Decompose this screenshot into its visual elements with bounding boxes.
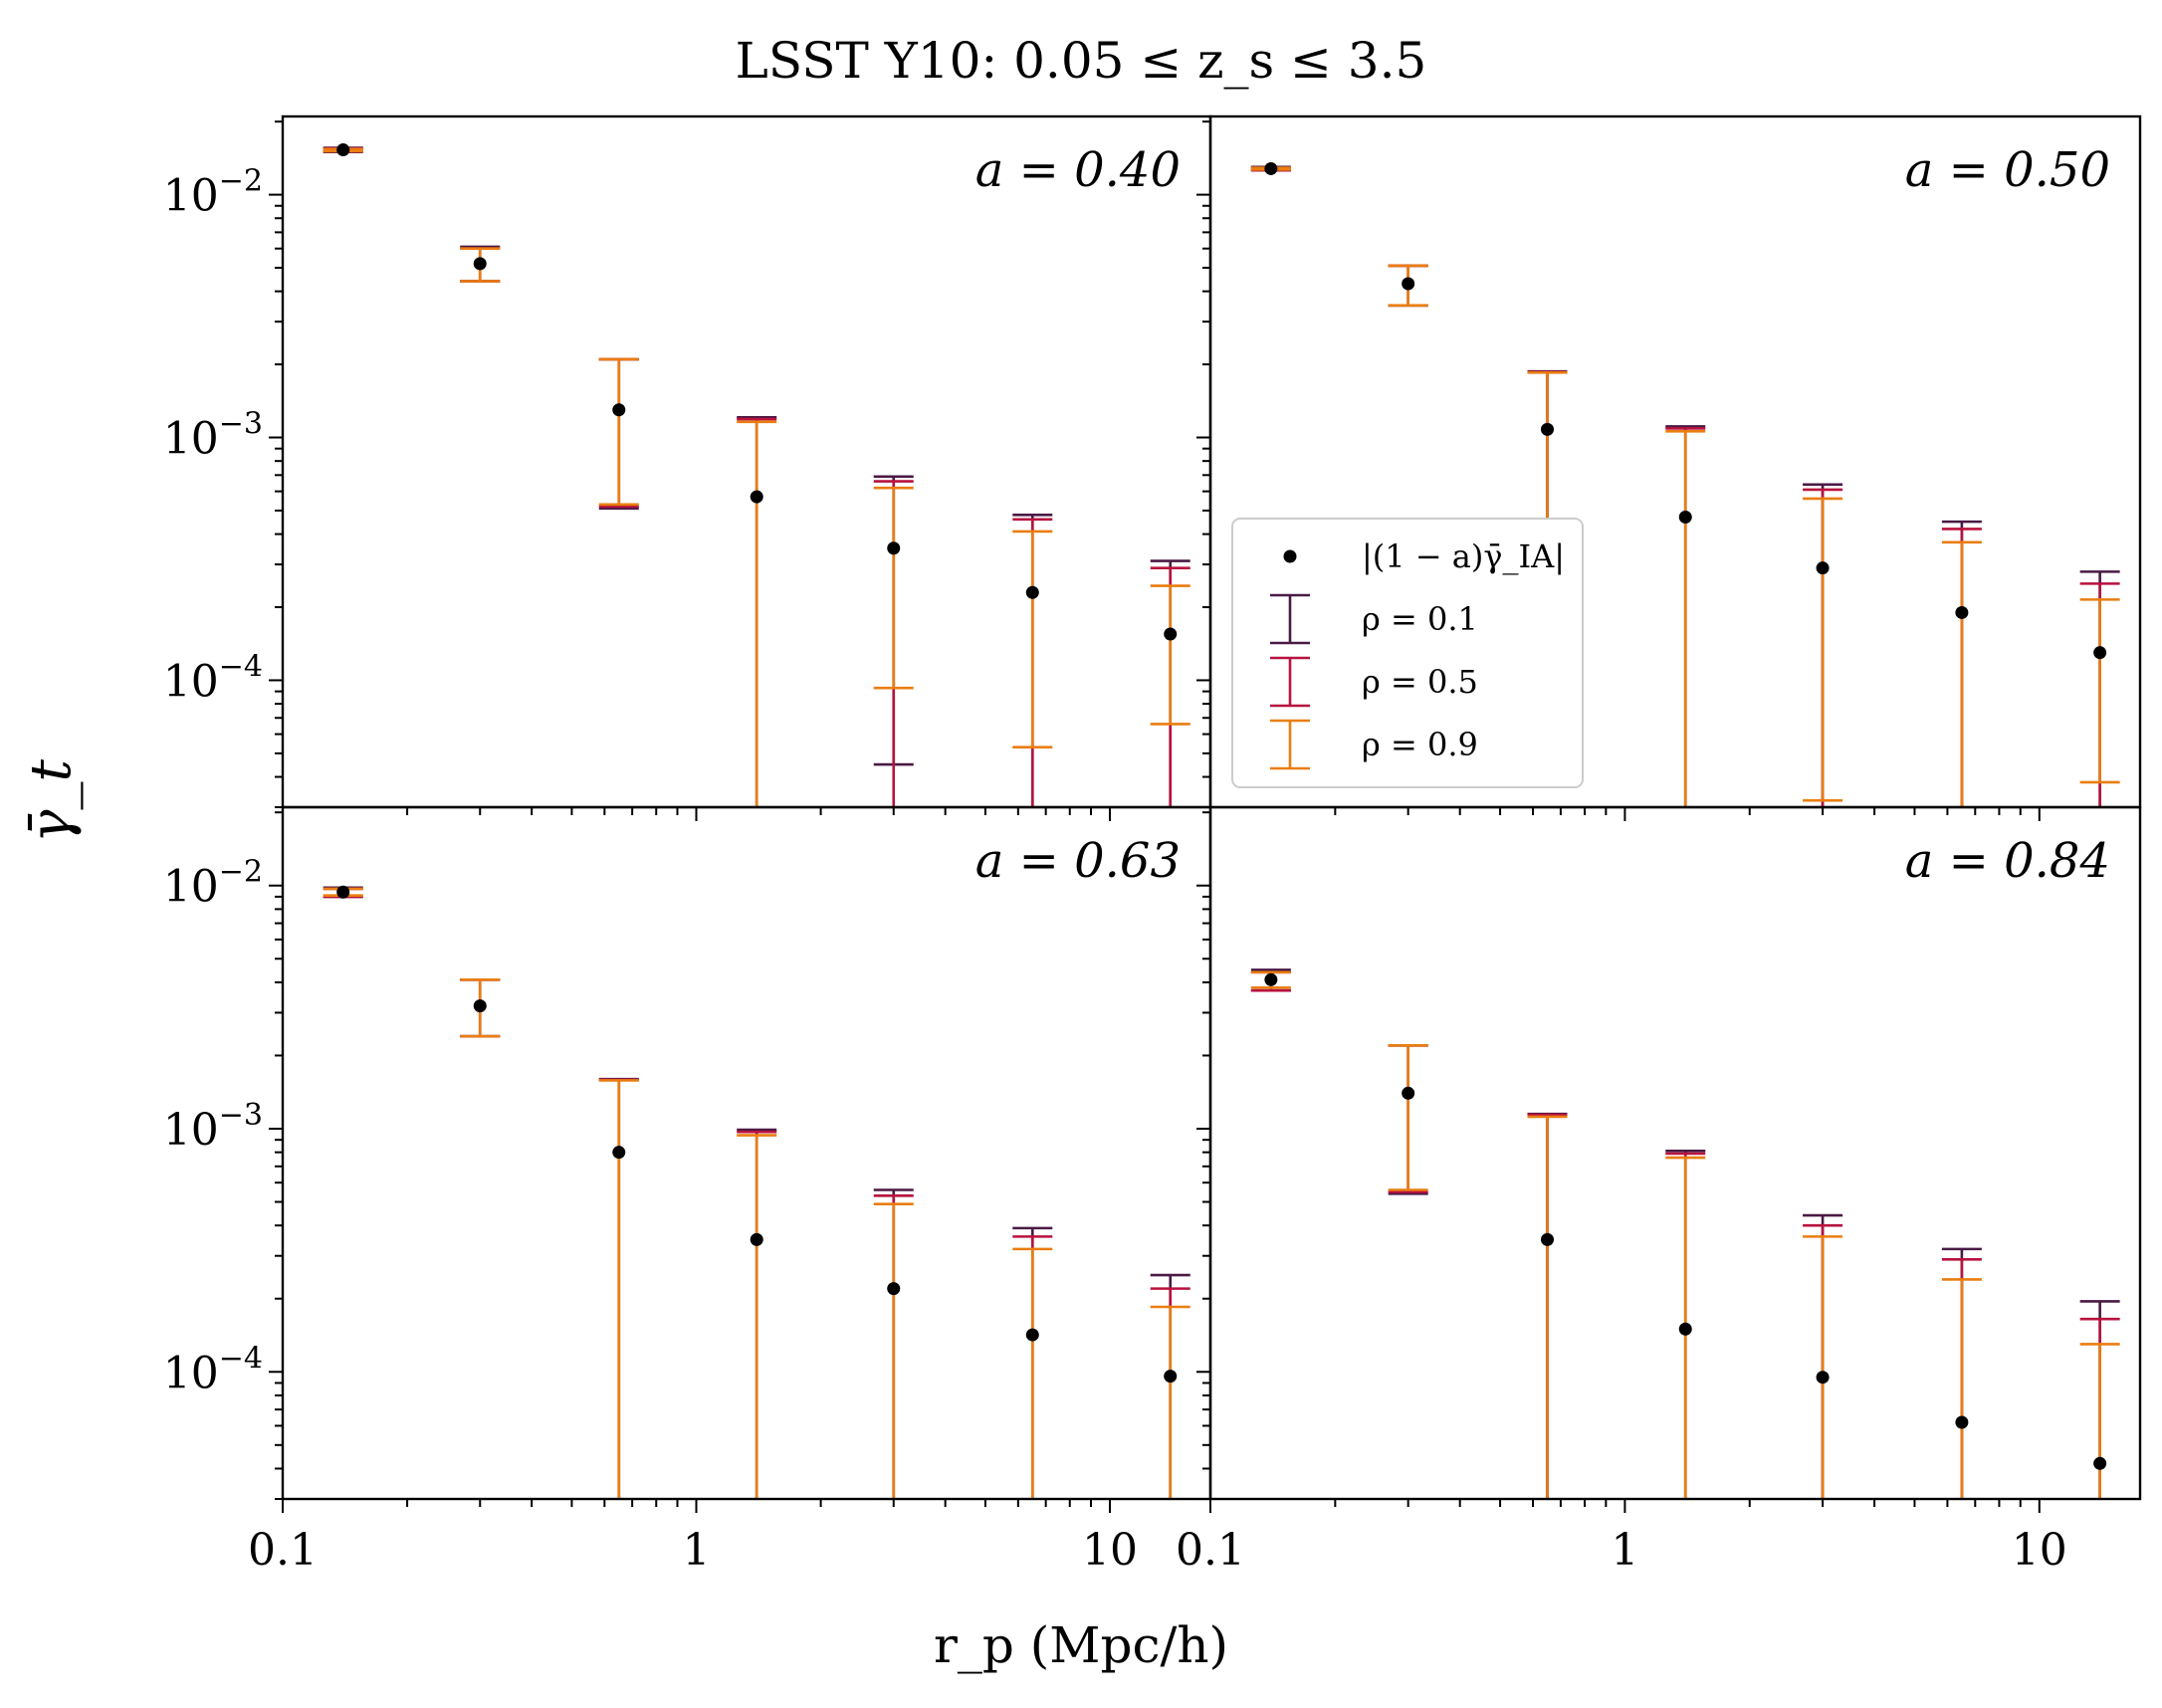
y-tick-label: 10−2 — [163, 164, 263, 222]
data-point — [1816, 1371, 1830, 1385]
chart-title: LSST Y10: 0.05 ≤ z_s ≤ 3.5 — [736, 32, 1427, 90]
x-tick-label: 10 — [1082, 1525, 1138, 1576]
panel-annotation: a = 0.50 — [1905, 142, 2110, 198]
panel-annotation: a = 0.84 — [1905, 833, 2110, 889]
data-point — [612, 403, 626, 417]
data-point — [1164, 1370, 1178, 1384]
y-tick-label: 10−3 — [163, 407, 263, 465]
data-point — [1264, 972, 1278, 986]
panel-frame — [1208, 805, 2142, 1501]
ticks — [269, 120, 1112, 821]
data-point — [750, 490, 763, 504]
data-point — [1164, 627, 1178, 641]
legend-label: |(1 − a)γ̄_IA| — [1362, 537, 1565, 575]
data-point — [473, 257, 487, 271]
x-tick-label: 0.1 — [1176, 1525, 1245, 1576]
data-point — [1816, 561, 1830, 575]
panel-3: 0.1 1 10 10−2 10−3 10−4 a = 0.63 — [163, 805, 1212, 1576]
data-point — [336, 885, 350, 899]
y-tick-label: 10−2 — [163, 855, 263, 913]
data-point — [1402, 277, 1415, 291]
x-tick-label: 1 — [1611, 1525, 1638, 1576]
legend-box — [1231, 518, 1584, 788]
legend-label: ρ = 0.9 — [1362, 726, 1478, 763]
x-tick-label: 0.1 — [248, 1525, 318, 1576]
legend-marker-point — [1283, 549, 1297, 563]
data-point — [887, 541, 901, 555]
x-tick-label: 10 — [2012, 1525, 2067, 1576]
data-point — [1540, 422, 1554, 436]
data-point — [1025, 585, 1039, 599]
y-axis-label: γ̄_t — [19, 759, 84, 843]
ticks — [269, 811, 1112, 1513]
y-tick-label: 10−4 — [163, 649, 263, 707]
plot-area — [1250, 968, 2120, 1499]
panel-4: 0.1 1 10 a = 0.84 — [1176, 805, 2142, 1576]
data-point — [1264, 161, 1278, 175]
legend-label: ρ = 0.1 — [1362, 600, 1478, 638]
data-point — [2093, 646, 2107, 660]
data-point — [1955, 605, 1969, 619]
data-point — [1540, 1232, 1554, 1246]
ticks — [1196, 811, 2041, 1513]
data-point — [336, 143, 350, 157]
data-point — [1402, 1086, 1415, 1100]
y-tick-label: 10−4 — [163, 1341, 263, 1398]
x-tick-label: 1 — [683, 1525, 711, 1576]
data-point — [887, 1282, 901, 1296]
x-axis-label: r_p (Mpc/h) — [934, 1616, 1228, 1674]
data-point — [1678, 511, 1692, 525]
data-point — [612, 1146, 626, 1160]
data-point — [2093, 1456, 2107, 1470]
data-point — [473, 999, 487, 1013]
y-tick-label: 10−3 — [163, 1098, 263, 1156]
panel-annotation: a = 0.63 — [975, 833, 1181, 889]
data-point — [750, 1232, 763, 1246]
legend-label: ρ = 0.5 — [1362, 663, 1478, 701]
panels: 10−210−310−4a = 0.40 a = 0.500.1 1 1010−210… — [163, 114, 2142, 1576]
data-point — [1955, 1415, 1969, 1429]
data-point — [1678, 1322, 1692, 1336]
panel-annotation: a = 0.40 — [975, 142, 1181, 198]
legend: |(1 − a)γ̄_IA| ρ = 0.1 ρ = 0.5 ρ = 0.9 — [1231, 518, 1584, 788]
data-point — [1025, 1328, 1039, 1342]
plot-area — [323, 885, 1190, 1499]
plot-area — [323, 143, 1190, 807]
